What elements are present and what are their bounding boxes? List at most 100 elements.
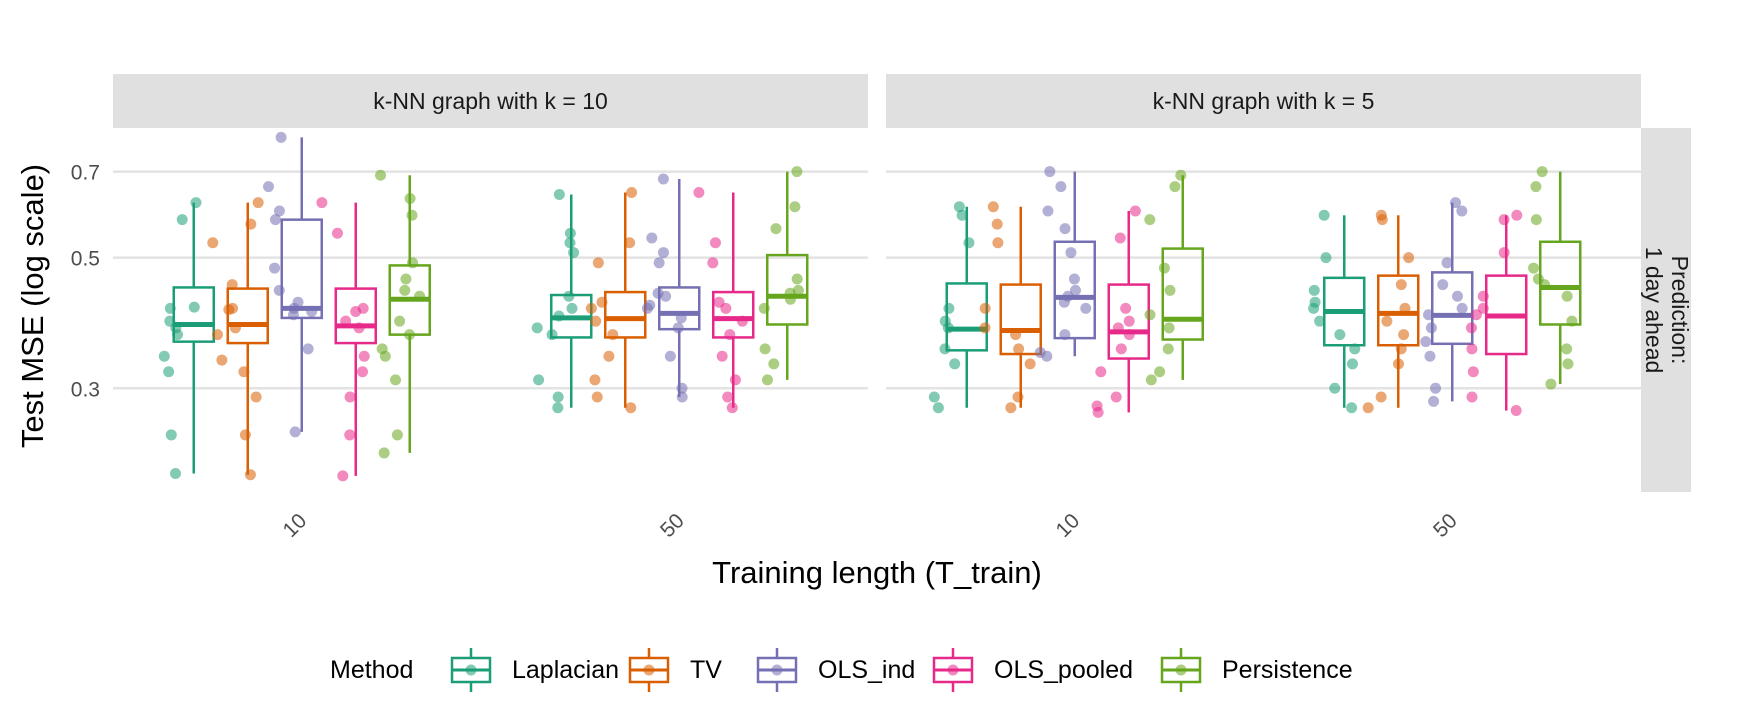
data-point xyxy=(1059,329,1071,341)
data-point xyxy=(378,447,390,459)
data-point xyxy=(331,227,343,239)
data-point xyxy=(1024,358,1036,370)
data-point xyxy=(163,366,175,378)
data-point xyxy=(1451,290,1463,302)
data-point xyxy=(1395,279,1407,291)
data-point xyxy=(1395,343,1407,355)
data-point xyxy=(1164,284,1176,296)
data-point xyxy=(238,366,250,378)
legend-label: OLS_pooled xyxy=(994,656,1133,684)
data-point xyxy=(1309,296,1321,308)
box-laplacian xyxy=(531,188,593,414)
data-point xyxy=(273,284,285,296)
data-point xyxy=(1375,391,1387,403)
data-point xyxy=(292,296,304,308)
data-point xyxy=(244,469,256,481)
data-point xyxy=(391,429,403,441)
data-point xyxy=(1398,329,1410,341)
data-point xyxy=(1308,284,1320,296)
data-point xyxy=(245,218,257,230)
data-point xyxy=(992,237,1004,249)
facet-strip-1 xyxy=(113,74,868,128)
legend: Method Laplacian TV OLS_ind OLS_pooled Persis… xyxy=(330,648,1353,692)
data-point xyxy=(302,343,314,355)
data-point xyxy=(340,315,352,327)
y-tick-label: 0.5 xyxy=(71,248,100,271)
box-body xyxy=(999,283,1042,356)
data-point xyxy=(991,218,1003,230)
data-point xyxy=(1566,315,1578,327)
data-point xyxy=(399,284,411,296)
data-point xyxy=(1065,247,1077,259)
data-point xyxy=(1010,329,1022,341)
box-laplacian xyxy=(928,201,988,414)
box-persistence xyxy=(758,166,809,386)
data-point xyxy=(1112,322,1124,334)
data-point xyxy=(1144,214,1156,226)
data-point xyxy=(1381,315,1393,327)
data-point xyxy=(358,350,370,362)
data-point xyxy=(729,374,741,386)
box-persistence xyxy=(1528,166,1582,390)
data-point xyxy=(1437,279,1449,291)
data-point xyxy=(1055,181,1067,193)
data-point xyxy=(1091,400,1103,412)
data-point xyxy=(646,232,658,244)
data-point xyxy=(406,209,418,221)
data-point xyxy=(1042,205,1054,217)
data-point xyxy=(1511,209,1523,221)
data-point xyxy=(553,188,565,200)
facet-strip-2 xyxy=(886,74,1641,128)
data-point xyxy=(353,322,365,334)
data-point xyxy=(1069,284,1081,296)
data-point xyxy=(306,306,318,318)
data-point xyxy=(928,391,940,403)
data-point xyxy=(1375,209,1387,221)
data-point xyxy=(939,343,951,355)
data-point xyxy=(344,391,356,403)
data-point xyxy=(400,273,412,285)
data-point xyxy=(758,302,770,314)
data-point xyxy=(1392,358,1404,370)
data-point xyxy=(1346,402,1358,414)
data-point xyxy=(1545,378,1557,390)
data-point xyxy=(603,350,615,362)
data-point xyxy=(624,237,636,249)
data-point xyxy=(1169,181,1181,193)
data-point xyxy=(1456,302,1468,314)
data-point xyxy=(1456,205,1468,217)
data-point xyxy=(1110,391,1122,403)
data-point xyxy=(566,302,578,314)
data-point xyxy=(414,290,426,302)
data-point xyxy=(375,169,387,181)
data-point xyxy=(675,312,687,324)
legend-label: Persistence xyxy=(1222,656,1353,684)
data-point xyxy=(262,181,274,193)
data-point xyxy=(963,237,975,249)
data-point xyxy=(1403,252,1415,264)
y-tick-label: 0.7 xyxy=(71,162,100,185)
data-point xyxy=(227,302,239,314)
data-point xyxy=(1532,273,1544,285)
data-point xyxy=(1120,302,1132,314)
data-point xyxy=(1012,391,1024,403)
data-point xyxy=(1498,214,1510,226)
data-point xyxy=(1561,290,1573,302)
box-ols_pooled xyxy=(1091,205,1150,418)
legend-key-point xyxy=(771,664,783,676)
box-persistence xyxy=(375,169,431,459)
data-point xyxy=(269,214,281,226)
box-body xyxy=(334,287,377,345)
data-point xyxy=(1477,302,1489,314)
box-tv xyxy=(207,197,269,481)
data-point xyxy=(722,391,734,403)
data-point xyxy=(546,329,558,341)
box-ols_pooled xyxy=(316,197,377,482)
data-point xyxy=(176,214,188,226)
data-point xyxy=(1162,343,1174,355)
data-point xyxy=(1399,302,1411,314)
data-point xyxy=(1466,343,1478,355)
data-point xyxy=(1425,322,1437,334)
data-point xyxy=(275,131,287,143)
box-body xyxy=(226,287,269,345)
